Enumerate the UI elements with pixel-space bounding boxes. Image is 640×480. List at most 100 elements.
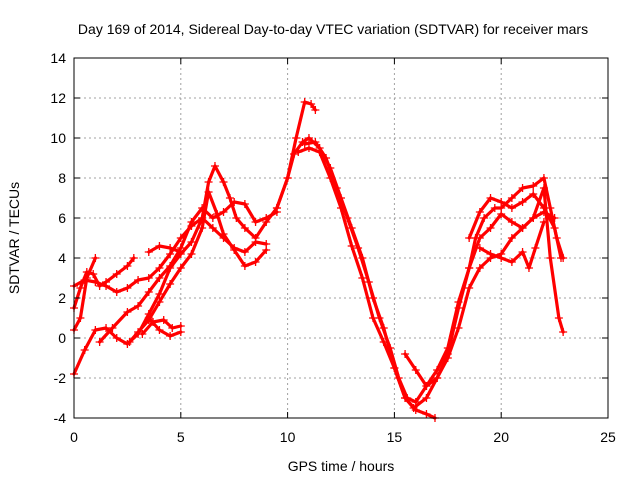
data-point [166,244,175,252]
data-point [529,214,538,222]
data-point [292,134,301,142]
data-point [497,198,506,206]
data-point [358,274,367,282]
data-point [219,178,228,186]
data-point [144,314,153,322]
data-point [155,242,164,250]
series-line [478,220,546,270]
data-point [210,162,219,170]
data-point [311,106,320,114]
series-line [403,176,565,388]
series-track-10 [272,134,439,422]
data-point [411,398,420,406]
data-point [166,262,175,270]
data-point [524,264,533,272]
data-point [454,304,463,312]
data-point [518,224,527,232]
data-point [240,248,249,256]
series-track-8 [144,314,185,340]
data-point [443,350,452,358]
data-point [507,218,516,226]
data-point [204,188,213,196]
data-point [550,224,559,232]
data-point [422,410,431,418]
data-point [144,248,153,256]
y-tick-label: 10 [50,130,66,146]
data-point [251,218,260,226]
data-point [518,248,527,256]
data-point [546,254,555,262]
data-point [507,258,516,266]
data-point [272,204,281,212]
data-point [138,330,147,338]
data-point [343,214,352,222]
data-point [240,200,249,208]
data-point [76,314,85,322]
series-track-14 [465,190,566,262]
x-tick-label: 25 [600,429,616,445]
data-point [187,238,196,246]
series-layer [70,98,568,422]
data-point [112,270,121,278]
data-point [230,198,239,206]
data-point [539,204,548,212]
data-point [294,148,303,156]
data-point [108,324,117,332]
data-point [401,350,410,358]
data-point [219,230,228,238]
data-point [176,248,185,256]
data-point [475,244,484,252]
data-point [76,284,85,292]
y-tick-label: 0 [58,330,66,346]
data-point [403,394,412,402]
data-point [198,224,207,232]
data-point [91,326,100,334]
series-line [147,244,183,254]
data-point [386,344,395,352]
data-point [322,154,331,162]
data-point [557,254,566,262]
data-point [311,138,320,146]
data-point [176,328,185,336]
data-point [422,394,431,402]
data-point [422,382,431,390]
data-point [134,276,143,284]
data-point [251,258,260,266]
data-point [300,140,309,148]
data-point [304,134,313,142]
data-point [159,316,168,324]
data-point [262,214,271,222]
data-point [290,150,299,158]
series-line [98,200,279,344]
series-track-6 [125,188,271,346]
x-tick-label: 5 [177,429,185,445]
data-point [82,274,91,282]
series-line [72,100,317,376]
data-point [168,324,177,332]
series-track-9 [144,242,185,256]
data-point [144,288,153,296]
data-point [507,204,516,212]
data-point [129,254,138,262]
y-tick-label: 4 [58,250,66,266]
data-point [411,366,420,374]
data-point [529,190,538,198]
data-point [300,98,309,106]
data-point [375,314,384,322]
data-point [539,218,548,226]
data-point [518,198,527,206]
data-point [529,182,538,190]
data-point [208,224,217,232]
data-point [486,194,495,202]
data-point [123,284,132,292]
y-tick-label: 6 [58,210,66,226]
data-point [134,328,143,336]
axis-ticks: 0 5 10 15 20 25 -4 -2 0 2 4 6 8 10 12 14 [50,50,616,445]
data-point [475,264,484,272]
data-point [486,224,495,232]
data-point [95,282,104,290]
data-point [155,290,164,298]
series-track-15 [475,218,548,272]
data-point [155,326,164,334]
data-point [144,274,153,282]
